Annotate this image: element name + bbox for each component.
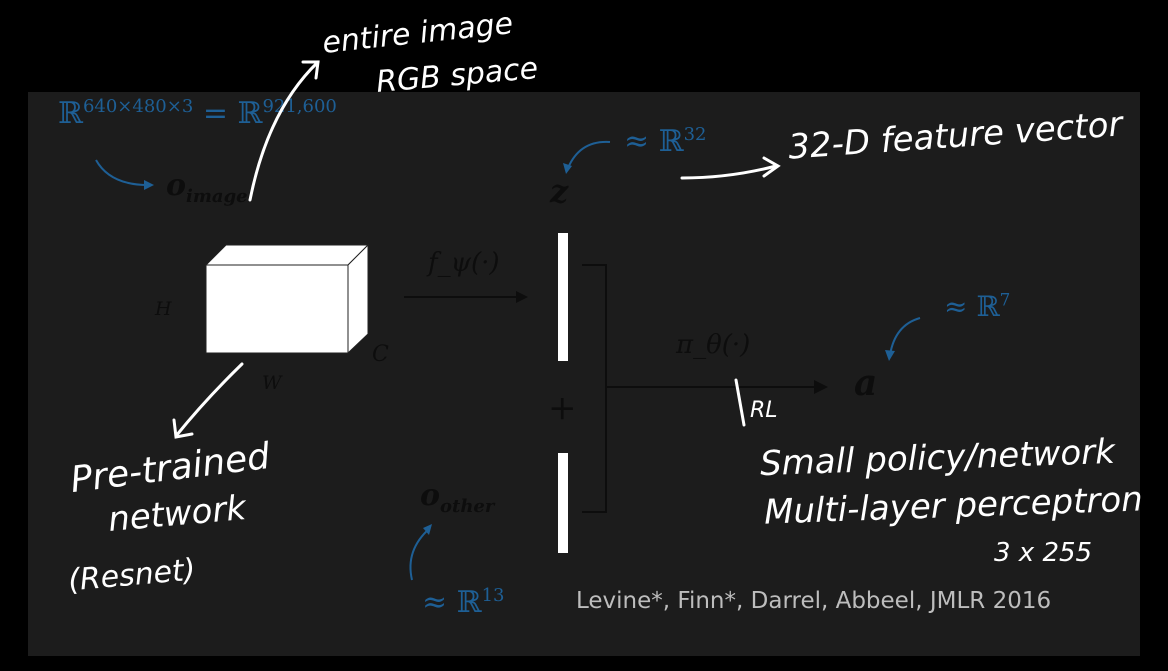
annotation-size: 3 x 255 [994, 538, 1093, 568]
dim-h-label: H [155, 298, 172, 320]
obs-image-space: ℝ640×480×3 = ℝ921,600 [58, 96, 337, 131]
obs-image-space-rhs: ℝ [237, 96, 263, 131]
encoder-function-label: f_ψ(·) [428, 248, 500, 278]
obs-image-space-rhs-exp: 921,600 [262, 96, 337, 117]
obs-other-space-exp: 13 [481, 585, 505, 606]
obs-other-subscript: other [440, 496, 495, 517]
feature-space-base: ≈ ℝ [624, 124, 684, 159]
obs-other-letter: o [420, 478, 441, 513]
equals-sign: = [202, 96, 228, 131]
obs-image-space-lhs-exp: 640×480×3 [82, 96, 194, 117]
policy-function-label: π_θ(·) [676, 330, 751, 360]
dim-w-label: W [262, 372, 282, 394]
obs-image-subscript: image [186, 186, 248, 207]
obs-other-space: ≈ ℝ13 [422, 585, 505, 620]
obs-image-space-lhs: ℝ [58, 96, 83, 131]
obs-other-space-base: ≈ ℝ [422, 585, 482, 620]
obs-image-symbol: oimage [166, 168, 248, 206]
obs-other-symbol: oother [420, 478, 494, 516]
dim-c-label: C [372, 342, 389, 367]
action-symbol: a [854, 362, 878, 404]
annotation-entire-image: entire image [320, 6, 515, 61]
feature-space-exp: 32 [683, 124, 707, 145]
feature-space: ≈ ℝ32 [624, 124, 707, 159]
obs-image-letter: o [166, 168, 187, 203]
annotation-rl: RL [750, 398, 778, 423]
action-space: ≈ ℝ7 [944, 290, 1010, 323]
plus-sign: + [548, 388, 577, 428]
citation: Levine*, Finn*, Darrel, Abbeel, JMLR 201… [576, 588, 1052, 614]
feature-symbol: z [550, 172, 569, 210]
action-space-exp: 7 [999, 289, 1011, 310]
action-space-base: ≈ ℝ [944, 290, 1000, 323]
hand-arrowhead-entire-image [301, 60, 320, 80]
